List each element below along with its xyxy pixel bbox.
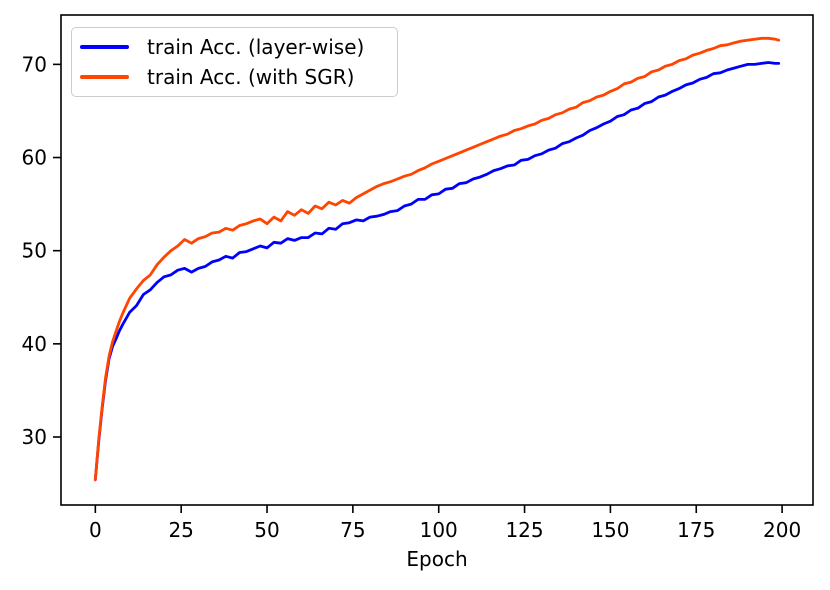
legend-line-swatch-blue	[80, 45, 129, 49]
x-tick-label: 200	[763, 518, 801, 542]
legend-label-layer-wise: train Acc. (layer-wise)	[147, 35, 365, 59]
legend-item-layer-wise: train Acc. (layer-wise)	[80, 36, 389, 58]
x-tick-label: 125	[505, 518, 543, 542]
series-line-with-sgr	[93, 36, 781, 482]
x-tick-label: 0	[89, 518, 102, 542]
y-tick-label: 50	[22, 239, 47, 263]
x-tick-label: 75	[340, 518, 365, 542]
series-line-layer-wise	[93, 61, 781, 482]
legend-line-swatch-orange	[80, 75, 129, 79]
y-tick-label: 30	[22, 425, 47, 449]
x-tick-label: 25	[168, 518, 193, 542]
legend: train Acc. (layer-wise) train Acc. (with…	[71, 27, 398, 97]
y-tick-label: 60	[22, 146, 47, 170]
x-tick-label: 50	[254, 518, 279, 542]
y-tick-label: 70	[22, 52, 47, 76]
x-tick-label: 175	[677, 518, 715, 542]
plot-border	[60, 14, 814, 506]
x-axis-label: Epoch	[406, 547, 467, 571]
x-tick-label: 100	[420, 518, 458, 542]
x-tick-label: 150	[591, 518, 629, 542]
legend-label-sgr: train Acc. (with SGR)	[147, 65, 355, 89]
legend-item-sgr: train Acc. (with SGR)	[80, 66, 389, 88]
y-tick-label: 40	[22, 332, 47, 356]
